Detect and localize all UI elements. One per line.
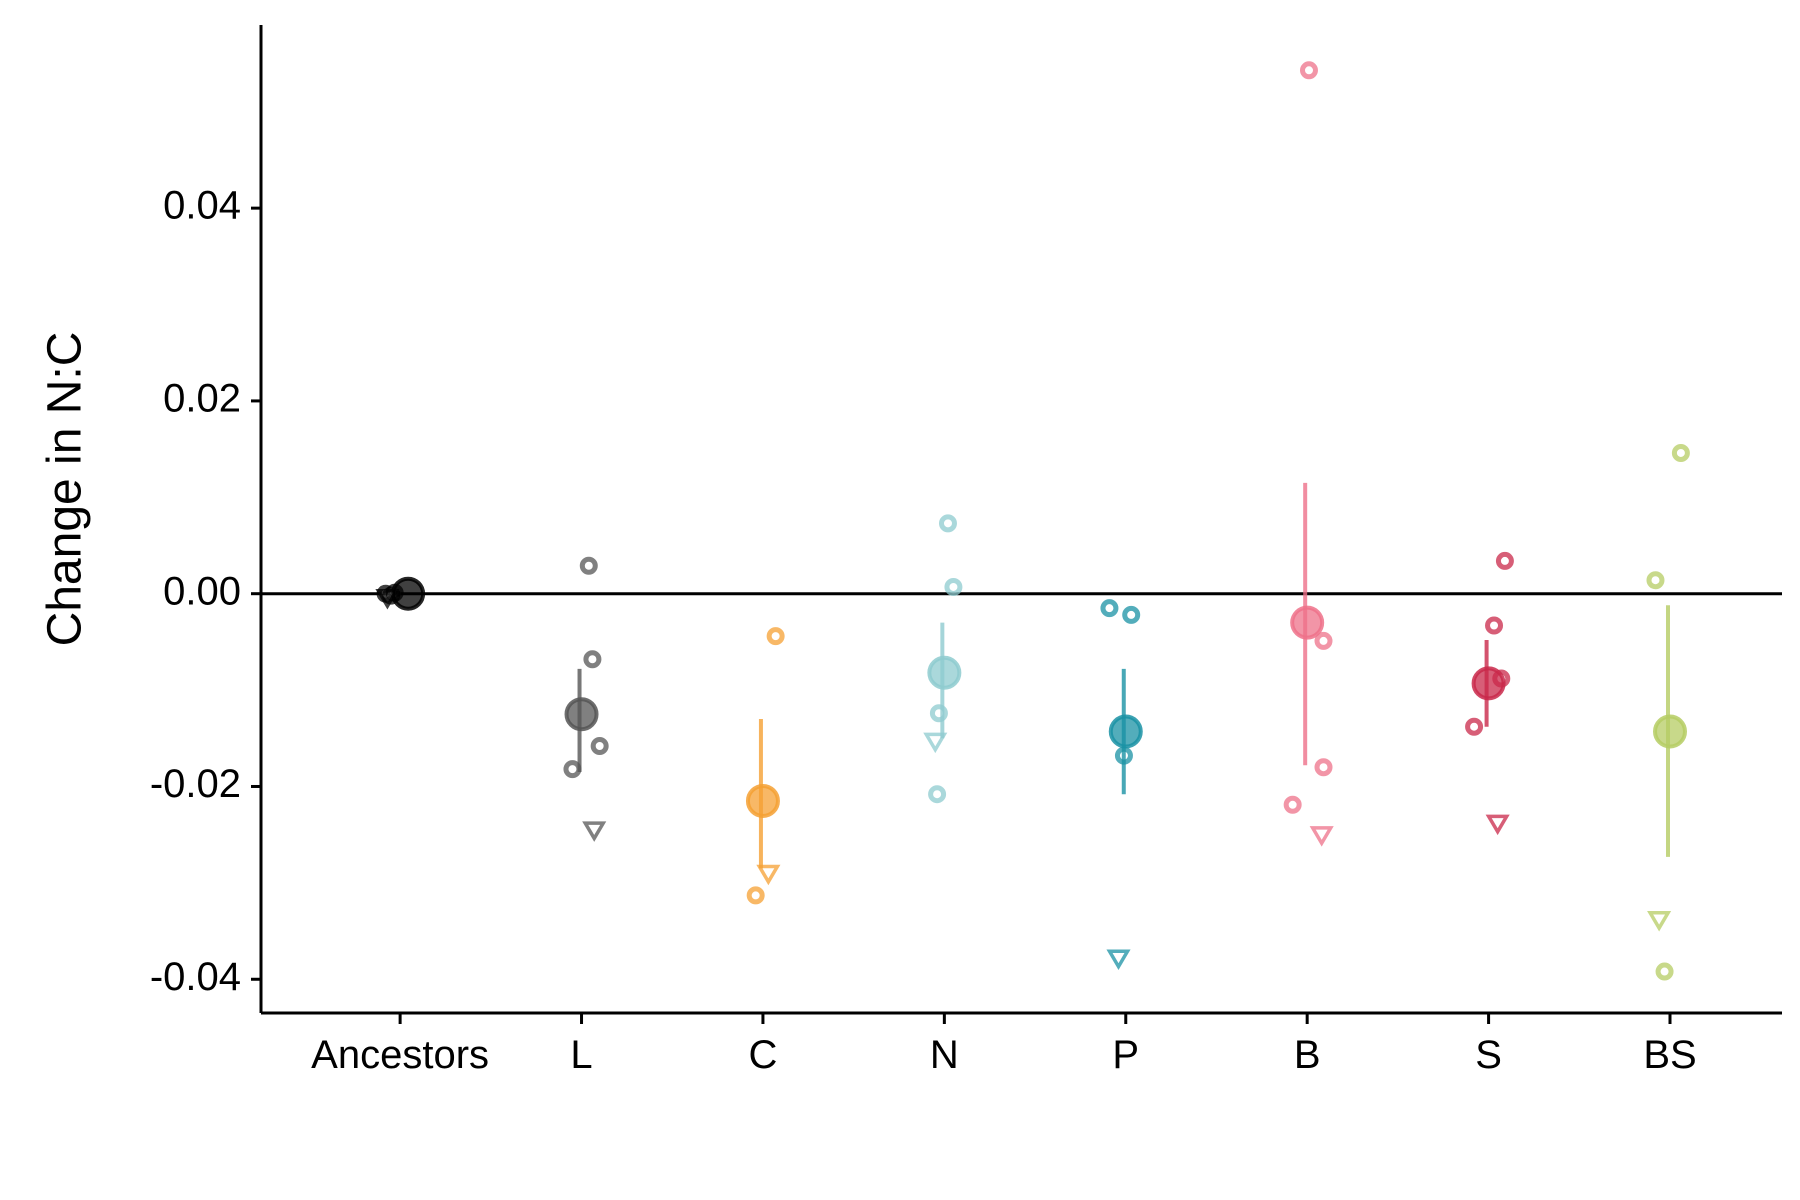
replicate-point [938,514,957,533]
group-ancestors [375,576,426,611]
group-b [1283,61,1334,847]
group-c [745,627,785,905]
group-n [923,514,963,804]
replicate-point [583,650,602,669]
replicate-point [563,760,582,779]
group-mean-point [1653,714,1687,749]
replicate-point [944,577,963,596]
y-tick-label: -0.04 [150,955,241,999]
y-tick-label: 0.00 [163,569,241,613]
x-tick-label: C [748,1033,777,1077]
group-l [563,556,609,842]
replicate-point [1314,631,1333,650]
data-layer [375,61,1690,981]
x-ticks: Ancestors L C N P B S BS [311,1013,1697,1077]
replicate-point [1314,758,1333,777]
x-tick-label: P [1112,1033,1139,1077]
y-tick-label: 0.02 [163,376,241,420]
replicate-point [1646,571,1665,590]
group-bs [1646,443,1690,981]
x-tick-label: L [570,1033,592,1077]
x-tick-label: Ancestors [311,1033,489,1077]
group-s [1465,551,1514,836]
replicate-point-triangle [756,864,781,886]
axes-layer: Change in N:C [39,25,1782,1015]
replicate-point-triangle [582,821,607,842]
replicate-point [766,627,785,646]
replicate-point [1122,605,1141,624]
replicate-point-triangle [1485,814,1510,836]
y-tick-label: 0.04 [163,184,241,228]
replicate-point [1485,616,1504,635]
replicate-point-triangle [1309,826,1334,847]
replicate-point [1465,717,1484,736]
group-mean-point [1290,605,1325,640]
x-tick-label: N [930,1033,959,1077]
group-mean-point [927,655,962,690]
y-axis-title: Change in N:C [39,332,92,647]
replicate-point-triangle [1647,911,1672,932]
group-mean-point [745,783,780,818]
replicate-point [1655,962,1674,981]
replicate-point [579,556,598,575]
x-tick-label: S [1475,1033,1502,1077]
replicate-point [590,736,609,755]
replicate-point [746,886,765,905]
replicate-point-triangle [923,732,948,754]
y-tick-label: -0.02 [150,762,241,806]
group-p [1100,599,1143,971]
group-mean-point [391,576,426,611]
replicate-point [1100,599,1119,618]
replicate-point [1283,795,1302,814]
x-tick-label: BS [1643,1033,1696,1077]
group-mean-point [564,697,599,732]
group-mean-point [1108,714,1143,749]
replicate-point [1299,61,1318,80]
group-mean-point [1471,666,1506,701]
replicate-point [1671,443,1690,462]
replicate-point [1495,551,1514,570]
replicate-point-triangle [1106,949,1131,971]
x-tick-label: B [1294,1033,1321,1077]
y-ticks: 0.04 0.02 0.00 -0.02 -0.04 [150,184,261,999]
replicate-point [928,785,947,804]
